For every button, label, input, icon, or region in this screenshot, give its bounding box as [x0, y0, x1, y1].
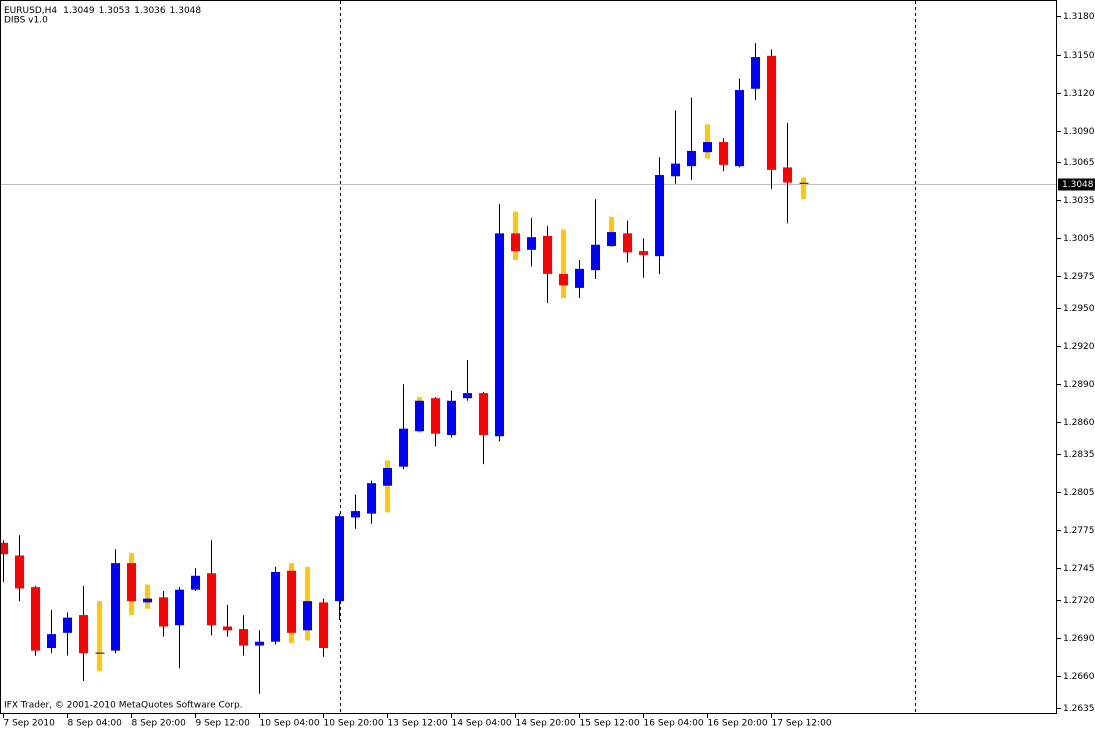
candle-body: [431, 398, 440, 434]
price-label-box: [1058, 178, 1095, 191]
header-open: 1.3049: [63, 6, 95, 16]
candle-body: [415, 400, 424, 432]
candle-body: [383, 467, 392, 486]
header-high: 1.3053: [99, 6, 131, 16]
y-tick-label: 1.3090: [1063, 127, 1095, 137]
candle-body: [623, 233, 632, 253]
y-tick-label: 1.3035: [1063, 196, 1095, 206]
x-tick-label: 14 Sep 20:00: [516, 719, 576, 729]
candle-body: [735, 90, 744, 167]
y-tick-label: 1.2860: [1063, 418, 1095, 428]
y-tick-label: 1.2835: [1063, 450, 1095, 460]
y-tick-label: 1.2690: [1063, 634, 1095, 644]
indicator-label: DIBS v1.0: [4, 16, 48, 26]
candle-body: [655, 175, 664, 257]
candle-body: [47, 634, 56, 649]
candle-body: [463, 393, 472, 399]
x-tick-label: 8 Sep 04:00: [68, 719, 123, 729]
y-tick-label: 1.2805: [1063, 488, 1095, 498]
candle-body: [495, 233, 504, 437]
x-tick-label: 10 Sep 20:00: [324, 719, 384, 729]
x-tick-label: 14 Sep 04:00: [452, 719, 512, 729]
y-tick-label: 1.2890: [1063, 380, 1095, 390]
candle-body: [0, 542, 8, 555]
candle-body: [783, 167, 792, 183]
candle-body: [31, 587, 40, 651]
candle-body: [687, 150, 696, 167]
candle-body: [351, 511, 360, 518]
candle-body: [511, 233, 520, 252]
candle-body: [639, 251, 648, 255]
y-tick-label: 1.2775: [1063, 526, 1095, 536]
x-tick-label: 16 Sep 20:00: [708, 719, 768, 729]
candle-body: [239, 629, 248, 646]
candle-body: [271, 571, 280, 642]
y-tick-label: 1.2635: [1063, 704, 1095, 714]
candle-body: [719, 142, 728, 165]
y-tick-label: 1.2720: [1063, 596, 1095, 606]
x-tick-label: 8 Sep 20:00: [132, 719, 187, 729]
candle-body: [527, 237, 536, 250]
x-tick-label: 7 Sep 2010: [4, 719, 56, 729]
copyright: IFX Trader, © 2001-2010 MetaQuotes Softw…: [4, 701, 243, 711]
header-close: 1.3048: [170, 6, 202, 16]
candle-body: [671, 163, 680, 177]
candle-body: [319, 602, 328, 649]
candle-body: [143, 598, 152, 603]
candle-body: [127, 563, 136, 602]
candle-body: [335, 516, 344, 602]
y-tick-label: 1.3150: [1063, 51, 1095, 61]
symbol: EURUSD,H4: [4, 6, 57, 16]
candle-body: [543, 235, 552, 274]
candle-body: [79, 615, 88, 654]
x-tick-label: 17 Sep 12:00: [772, 719, 832, 729]
candle-body: [607, 232, 616, 247]
candle-body: [399, 428, 408, 467]
candle-body: [111, 563, 120, 651]
y-tick-label: 1.2950: [1063, 304, 1095, 314]
candle-body: [159, 597, 168, 627]
candle-body: [479, 393, 488, 435]
candle-body: [751, 57, 760, 89]
x-tick-label: 9 Sep 12:00: [196, 719, 251, 729]
candle-body: [287, 570, 296, 633]
x-tick-label: 16 Sep 04:00: [644, 719, 704, 729]
candle-body: [575, 268, 584, 288]
candle-body: [767, 55, 776, 170]
header-low: 1.3036: [134, 6, 166, 16]
candle-body: [255, 641, 264, 646]
y-tick-label: 1.2920: [1063, 342, 1095, 352]
candle-body: [591, 244, 600, 271]
x-tick-label: 13 Sep 12:00: [388, 719, 448, 729]
chart-title: EURUSD,H4 1.3049 1.3053 1.3036 1.3048: [4, 6, 201, 16]
y-tick-label: 1.2745: [1063, 564, 1095, 574]
y-tick-label: 1.3180: [1063, 12, 1095, 22]
candle-body: [63, 617, 72, 633]
candle-body: [303, 601, 312, 631]
candle-body: [15, 555, 24, 589]
candle-body: [703, 142, 712, 153]
candle-body: [367, 483, 376, 514]
candle-body: [175, 589, 184, 626]
candle-body: [191, 575, 200, 590]
price-label: 1.3048: [1062, 180, 1094, 190]
y-tick-label: 1.2975: [1063, 272, 1095, 282]
y-tick-label: 1.3005: [1063, 234, 1095, 244]
y-tick-label: 1.3065: [1063, 158, 1095, 168]
plot: [0, 43, 1057, 694]
y-tick-label: 1.2660: [1063, 672, 1095, 682]
x-tick-label: 15 Sep 12:00: [580, 719, 640, 729]
plot-frame: [0, 0, 1057, 714]
x-tick-label: 10 Sep 04:00: [260, 719, 320, 729]
candle-body: [447, 400, 456, 435]
candle-body: [559, 273, 568, 286]
candle-body: [223, 626, 232, 631]
candle-body: [207, 573, 216, 626]
y-tick-label: 1.3120: [1063, 89, 1095, 99]
